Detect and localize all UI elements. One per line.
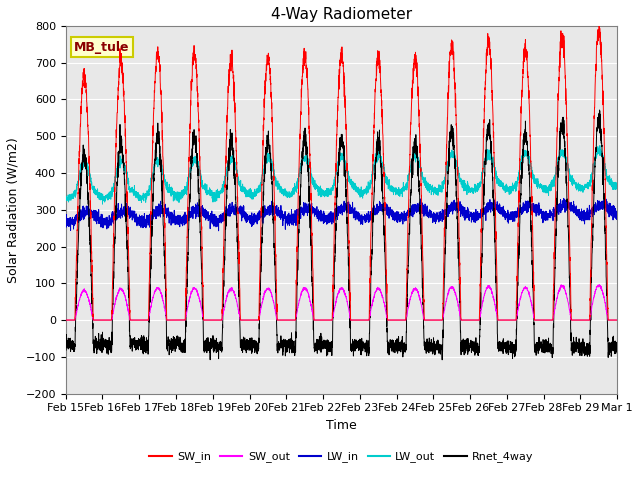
Title: 4-Way Radiometer: 4-Way Radiometer [271,7,412,22]
Text: MB_tule: MB_tule [74,41,129,54]
Legend: SW_in, SW_out, LW_in, LW_out, Rnet_4way: SW_in, SW_out, LW_in, LW_out, Rnet_4way [145,447,538,467]
X-axis label: Time: Time [326,419,357,432]
Y-axis label: Solar Radiation (W/m2): Solar Radiation (W/m2) [7,137,20,283]
